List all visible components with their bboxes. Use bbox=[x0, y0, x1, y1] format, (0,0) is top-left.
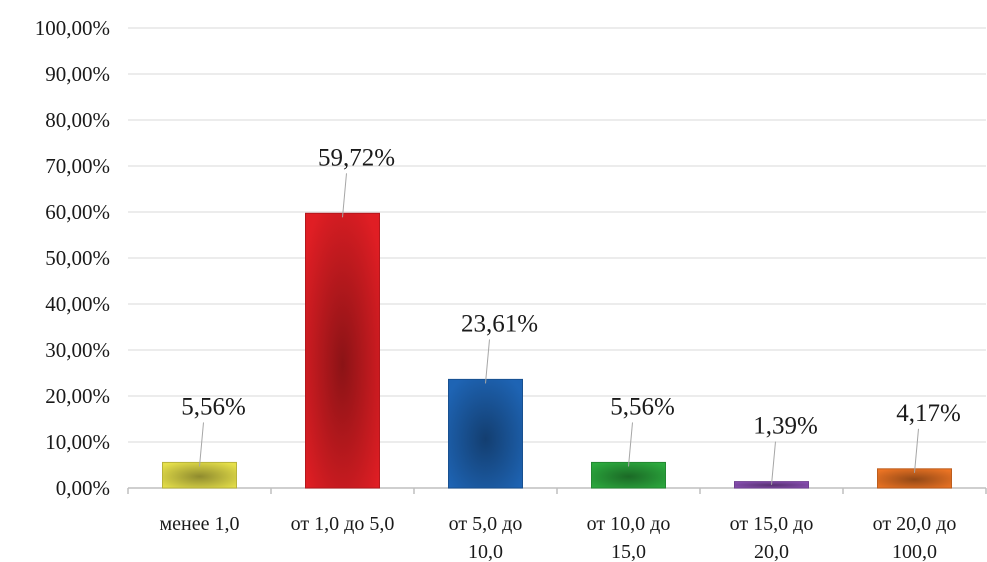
y-tick-label: 10,00% bbox=[45, 430, 110, 454]
y-tick-label: 90,00% bbox=[45, 62, 110, 86]
x-axis bbox=[127, 487, 987, 494]
gridlines bbox=[128, 27, 986, 443]
bars bbox=[162, 212, 952, 489]
bar bbox=[448, 378, 523, 489]
data-label-leader bbox=[342, 173, 347, 218]
data-label: 5,56% bbox=[181, 393, 246, 420]
x-category-label: от 1,0 до 5,0 bbox=[291, 513, 395, 535]
data-label: 5,56% bbox=[610, 393, 675, 420]
data-labels: 5,56% 59,72% 23,61% 5,56% 1,39% 4,17% bbox=[181, 144, 961, 439]
y-axis-tick-labels: 0,00% 10,00% 20,00% 30,00% 40,00% 50,00% 60,00… bbox=[35, 16, 110, 500]
data-label: 23,61% bbox=[461, 310, 538, 337]
y-tick-label: 80,00% bbox=[45, 108, 110, 132]
y-tick-label: 50,00% bbox=[45, 246, 110, 270]
x-axis-category-labels: менее 1,0 от 1,0 до 5,0 от 5,0 до 10,0 от 10… bbox=[160, 513, 957, 562]
x-category-label: от 5,0 до 10,0 bbox=[449, 513, 523, 562]
data-label: 4,17% bbox=[896, 400, 961, 427]
bar bbox=[305, 212, 380, 489]
data-label-leader bbox=[771, 441, 776, 485]
data-label: 59,72% bbox=[318, 144, 395, 171]
x-category-label: от 15,0 до 20,0 bbox=[730, 513, 814, 562]
y-tick-label: 60,00% bbox=[45, 200, 110, 224]
data-label-leaders bbox=[199, 173, 919, 485]
data-label-leader bbox=[485, 339, 490, 384]
y-tick-label: 30,00% bbox=[45, 338, 110, 362]
y-tick-label: 40,00% bbox=[45, 292, 110, 316]
data-label-leader bbox=[628, 422, 633, 467]
y-tick-label: 20,00% bbox=[45, 384, 110, 408]
data-label-leader bbox=[199, 422, 204, 467]
data-label: 1,39% bbox=[753, 413, 818, 440]
y-tick-label: 70,00% bbox=[45, 154, 110, 178]
x-category-label: от 20,0 до 100,0 bbox=[873, 513, 957, 562]
y-tick-label: 0,00% bbox=[56, 476, 110, 500]
x-category-label: от 10,0 до 15,0 bbox=[587, 513, 671, 562]
y-tick-label: 100,00% bbox=[35, 16, 110, 40]
x-category-label: менее 1,0 bbox=[160, 513, 240, 535]
data-label-leader bbox=[914, 428, 919, 473]
